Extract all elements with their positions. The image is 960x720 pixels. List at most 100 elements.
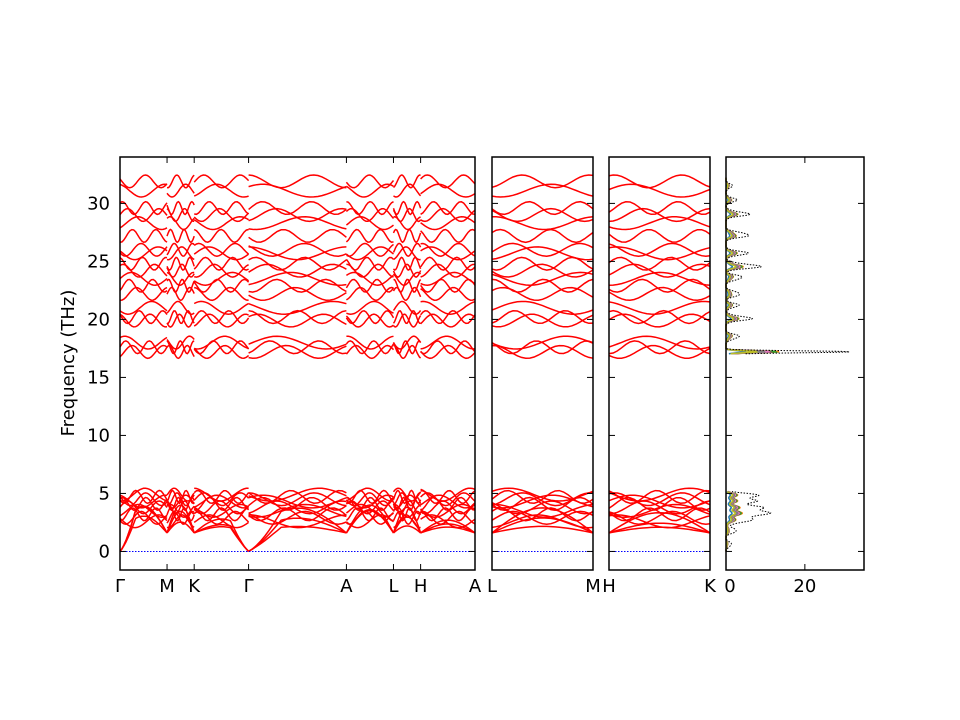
band-line xyxy=(392,263,422,278)
band-line xyxy=(346,300,394,315)
band-line xyxy=(608,246,711,261)
total-dos-line xyxy=(725,177,850,552)
band-line xyxy=(608,340,711,355)
band-line xyxy=(119,300,168,315)
band-line xyxy=(119,228,168,243)
x-tick-label: K xyxy=(704,576,717,597)
band-line xyxy=(345,344,395,360)
band-line xyxy=(193,246,250,261)
band-line xyxy=(119,286,168,301)
band-line xyxy=(393,183,422,198)
band-line xyxy=(491,310,594,325)
x-tick-label: M xyxy=(159,576,175,597)
x-tick-label: Γ xyxy=(244,576,254,597)
band-line xyxy=(392,242,422,258)
band-line xyxy=(193,518,250,552)
band-line xyxy=(491,500,594,515)
band-line xyxy=(248,517,347,553)
band-line xyxy=(166,510,195,525)
band-line xyxy=(491,313,594,328)
band-line xyxy=(420,507,476,522)
band-line xyxy=(420,340,476,355)
band-line xyxy=(608,278,711,293)
band-line xyxy=(119,246,168,261)
panel-frame xyxy=(608,156,711,571)
band-line xyxy=(346,487,394,502)
band-line xyxy=(193,216,249,231)
dos-panel-frame xyxy=(725,156,865,571)
band-line xyxy=(346,242,394,257)
band-panel-1: Γ M K Γ A L H A 0 5 10 15 20 25 30 xyxy=(87,156,482,597)
band-line xyxy=(491,278,594,293)
band-line xyxy=(345,216,394,231)
band-line xyxy=(608,228,711,243)
band-line xyxy=(345,340,395,355)
y-tick-label: 5 xyxy=(99,483,110,504)
band-line xyxy=(608,286,711,301)
band-line xyxy=(248,228,347,243)
band-line xyxy=(345,271,394,286)
band-line xyxy=(193,344,250,359)
band-line xyxy=(248,183,347,198)
x-tick-label: A xyxy=(340,576,353,597)
band-line xyxy=(119,183,168,198)
band-line xyxy=(420,489,476,504)
band-line xyxy=(392,335,422,350)
band-line xyxy=(392,313,422,328)
band-line xyxy=(491,228,594,244)
band-line xyxy=(608,183,711,198)
band-line xyxy=(194,487,249,502)
band-line xyxy=(420,174,476,189)
band-line xyxy=(345,313,394,328)
band-line xyxy=(608,271,711,286)
band-line xyxy=(193,514,250,529)
band-line xyxy=(193,507,249,522)
band-line xyxy=(345,500,395,515)
band-line xyxy=(393,503,421,518)
band-line xyxy=(420,207,476,223)
band-line xyxy=(608,313,711,328)
band-line xyxy=(193,494,249,509)
band-line xyxy=(345,309,395,325)
band-line xyxy=(119,310,168,325)
band-line xyxy=(248,246,347,261)
band-line xyxy=(248,313,347,328)
y-tick-label: 10 xyxy=(87,425,110,446)
band-line xyxy=(119,487,168,502)
band-line xyxy=(345,174,395,189)
band-line xyxy=(193,242,250,257)
band-line xyxy=(166,313,195,328)
band-line xyxy=(420,313,476,328)
band-line xyxy=(119,278,168,293)
band-line xyxy=(608,522,711,534)
band-line xyxy=(608,263,711,278)
band-line xyxy=(419,278,476,293)
dos-panel: 0 20 xyxy=(724,156,865,597)
band-line xyxy=(420,242,476,257)
band-line xyxy=(119,256,168,271)
band-line xyxy=(420,503,476,518)
band-line xyxy=(166,228,195,244)
band-line xyxy=(119,510,168,525)
band-line xyxy=(248,507,347,553)
band-line xyxy=(392,489,422,505)
band-line xyxy=(248,335,347,350)
band-line xyxy=(166,489,195,505)
band-line xyxy=(608,500,711,515)
band-line xyxy=(248,514,347,529)
band-line xyxy=(248,216,347,231)
band-line xyxy=(248,201,347,216)
x-tick-label: K xyxy=(188,576,201,597)
band-line xyxy=(420,310,476,325)
band-line xyxy=(345,504,395,534)
band-line xyxy=(248,489,347,504)
band-line xyxy=(166,340,195,355)
band-line xyxy=(392,487,422,502)
band-line xyxy=(608,174,711,189)
band-line xyxy=(345,246,394,261)
band-line xyxy=(491,300,594,315)
band-line xyxy=(193,492,250,507)
band-line xyxy=(193,340,250,355)
band-line xyxy=(248,525,347,553)
